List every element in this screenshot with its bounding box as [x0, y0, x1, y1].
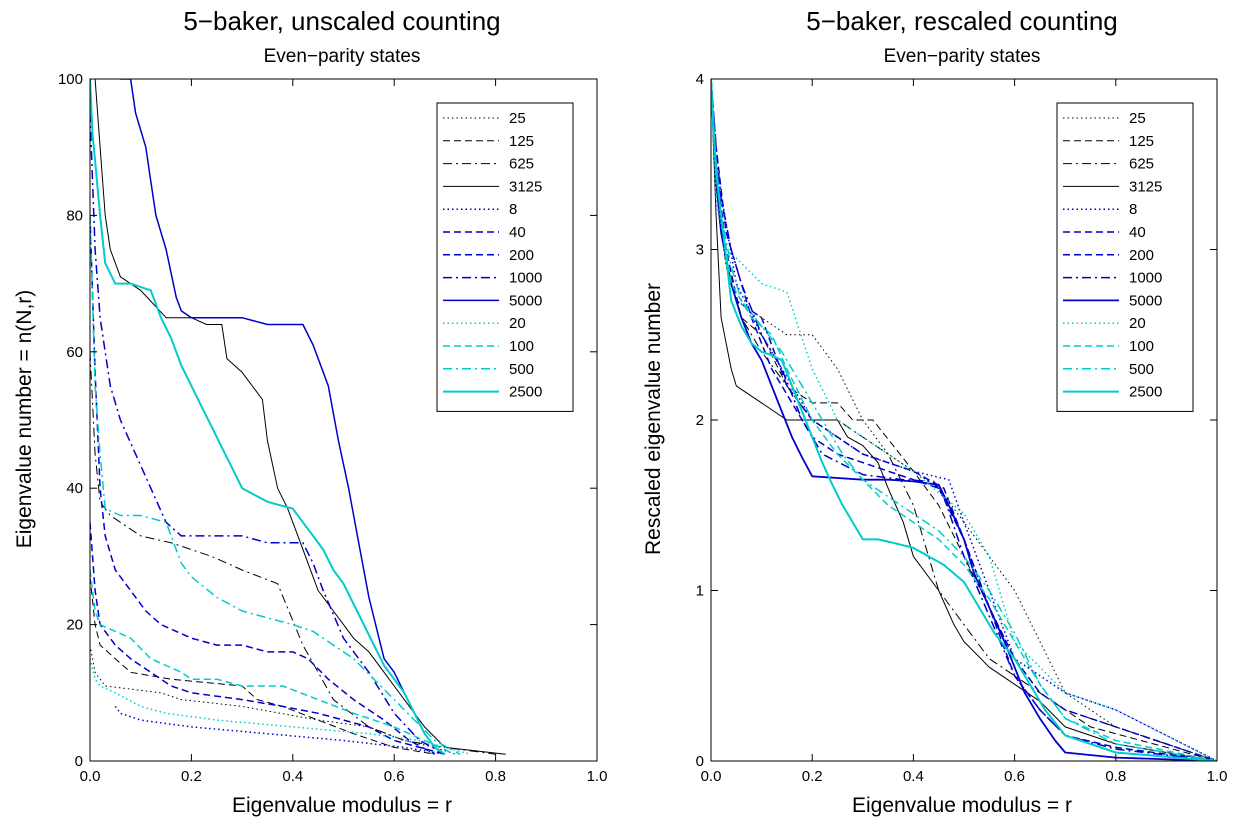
y-tick-label: 2 — [696, 412, 704, 429]
chart-unscaled-counting: 5−baker, unscaled counting Even−parity s… — [13, 6, 607, 817]
y-tick-label: 1 — [696, 583, 704, 600]
legend-label-3125: 3125 — [509, 178, 542, 195]
y-tick-label: 0 — [696, 753, 704, 770]
series-line-20 — [711, 79, 1217, 761]
x-tick-label: 1.0 — [587, 768, 608, 785]
y-tick-label: 4 — [696, 71, 704, 88]
legend-label-8: 8 — [1129, 201, 1137, 218]
x-axis-label: Eigenvalue modulus = r — [852, 794, 1072, 817]
legend-label-125: 125 — [1129, 133, 1154, 150]
series-line-3125 — [90, 79, 506, 755]
x-tick-label: 0.8 — [485, 768, 506, 785]
series-line-5000 — [711, 79, 1217, 761]
series-line-25 — [711, 79, 1217, 761]
x-tick-label: 0.8 — [1105, 768, 1126, 785]
legend-label-40: 40 — [509, 224, 526, 241]
series-line-40 — [90, 522, 446, 755]
y-tick-label: 60 — [66, 344, 83, 361]
series-line-3125 — [711, 79, 1217, 761]
x-tick-label: 0.2 — [802, 768, 823, 785]
series-line-5000 — [120, 79, 446, 755]
legend-label-100: 100 — [509, 338, 534, 355]
y-tick-label: 0 — [75, 753, 83, 770]
legend-label-500: 500 — [509, 361, 534, 378]
series-line-100 — [90, 569, 456, 755]
y-axis-label: Eigenvalue number = n(N,r) — [13, 290, 36, 549]
chart-title: 5−baker, rescaled counting — [806, 6, 1118, 36]
series-line-500 — [711, 79, 1217, 761]
series-line-1000 — [90, 113, 446, 755]
legend-label-200: 200 — [1129, 247, 1154, 264]
series-group — [90, 79, 506, 756]
series-line-2500 — [90, 79, 446, 756]
legend: 25 125 625 3125 8 40 200 1000 5000 20 100 500 2500 — [436, 102, 574, 412]
chart-title: 5−baker, unscaled counting — [183, 6, 500, 36]
x-axis-label: Eigenvalue modulus = r — [232, 794, 452, 817]
series-line-2500 — [711, 79, 1217, 761]
legend-label-20: 20 — [1129, 315, 1146, 332]
legend-label-100: 100 — [1129, 338, 1154, 355]
y-tick-label: 20 — [66, 617, 83, 634]
legend-label-1000: 1000 — [1129, 270, 1162, 287]
legend-label-3125: 3125 — [1129, 178, 1162, 195]
series-group — [711, 79, 1217, 761]
chart-subtitle: Even−parity states — [264, 46, 421, 67]
legend-label-20: 20 — [509, 315, 526, 332]
legend-label-625: 625 — [509, 156, 534, 173]
x-tick-label: 0.6 — [1004, 768, 1025, 785]
legend-label-1000: 1000 — [509, 270, 542, 287]
x-tick-label: 0.0 — [80, 768, 101, 785]
legend-label-2500: 2500 — [1129, 384, 1162, 401]
chart-rescaled-counting: 5−baker, rescaled counting Even−parity s… — [642, 6, 1227, 817]
y-tick-label: 40 — [66, 480, 83, 497]
legend-box — [1056, 102, 1194, 412]
legend-box — [436, 102, 574, 412]
legend-label-500: 500 — [1129, 361, 1154, 378]
legend-label-8: 8 — [509, 201, 517, 218]
x-tick-label: 0.4 — [903, 768, 924, 785]
y-tick-label: 80 — [66, 207, 83, 224]
x-tick-label: 0.6 — [384, 768, 405, 785]
y-axis-label: Rescaled eigenvalue number — [642, 283, 665, 555]
legend-label-625: 625 — [1129, 156, 1154, 173]
x-tick-label: 0.4 — [282, 768, 303, 785]
x-tick-label: 1.0 — [1207, 768, 1228, 785]
legend-label-2500: 2500 — [509, 384, 542, 401]
legend-label-200: 200 — [509, 247, 534, 264]
series-line-625 — [90, 351, 496, 755]
legend: 25 125 625 3125 8 40 200 1000 5000 20 100 500 2500 — [1056, 102, 1194, 412]
y-tick-label: 100 — [58, 71, 83, 88]
series-line-25 — [90, 645, 456, 755]
legend-label-40: 40 — [1129, 224, 1146, 241]
legend-label-5000: 5000 — [1129, 292, 1162, 309]
legend-label-5000: 5000 — [509, 292, 542, 309]
x-tick-label: 0.0 — [701, 768, 722, 785]
legend-label-25: 25 — [509, 110, 526, 127]
series-line-500 — [90, 215, 461, 755]
series-line-8 — [711, 79, 1217, 761]
chart-subtitle: Even−parity states — [884, 46, 1041, 67]
legend-label-125: 125 — [509, 133, 534, 150]
plot-frame — [89, 78, 598, 762]
y-tick-label: 3 — [696, 242, 704, 259]
legend-label-25: 25 — [1129, 110, 1146, 127]
series-line-200 — [90, 215, 436, 755]
series-line-8 — [114, 705, 446, 755]
x-tick-label: 0.2 — [181, 768, 202, 785]
